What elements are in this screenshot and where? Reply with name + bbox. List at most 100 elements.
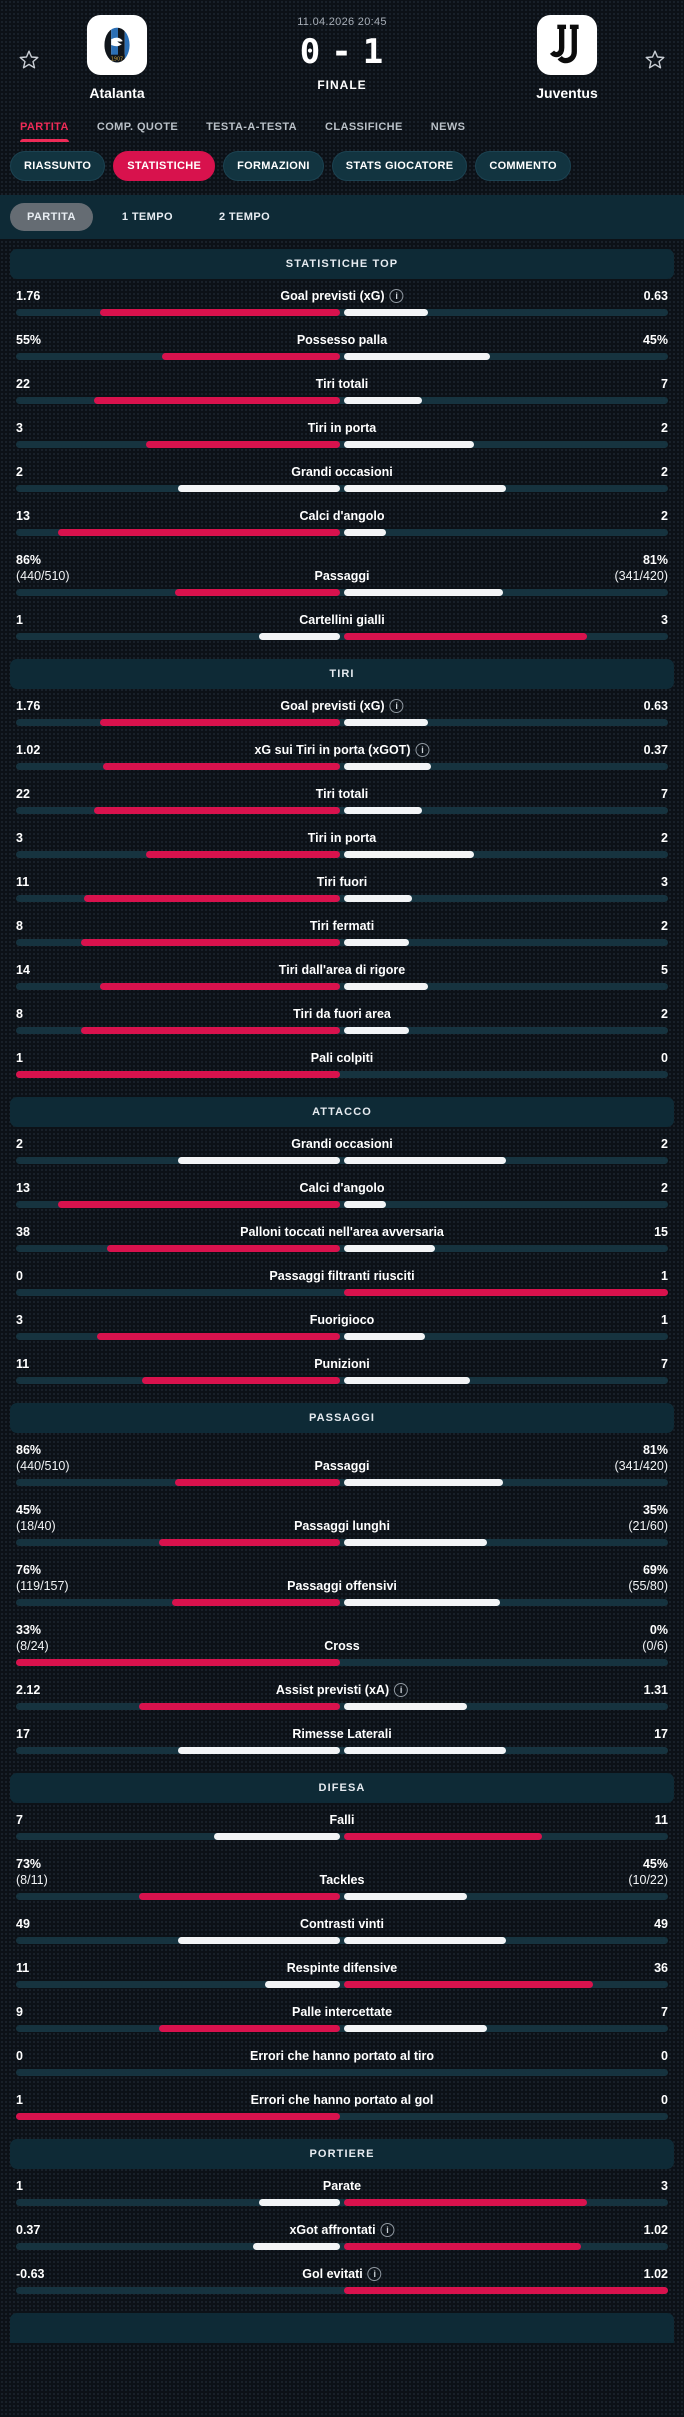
home-value: 3 [16,421,23,435]
stat-label: Goal previsti (xG) [280,289,385,303]
info-icon[interactable]: i [394,1683,409,1697]
info-icon[interactable]: i [415,743,430,757]
away-side-values: 7 [661,786,668,802]
stat-bar-track [16,2199,668,2206]
away-bar-fill [344,1937,506,1944]
stat-label: Parate [322,2179,362,2193]
home-bar-fill [16,1071,340,1078]
stat-row: 0 Errori che hanno portato al tiro 0 [0,2041,684,2085]
info-icon[interactable]: i [367,2267,382,2281]
stat-bar-track [16,1377,668,1384]
home-value: 55% [16,333,42,347]
home-value: 1 [16,2179,23,2193]
home-bar-fill [93,397,340,404]
subtab-formazioni[interactable]: FORMAZIONI [223,151,324,181]
away-value: 35% [642,1503,668,1517]
favorite-home-star-icon[interactable] [16,48,42,72]
subtab-riassunto[interactable]: RIASSUNTO [10,151,106,181]
subtab-stats-giocatore[interactable]: STATS GIOCATORE [331,151,468,181]
away-bar-fill [344,719,429,726]
stat-row: 1 Pali colpiti 0 [0,1043,684,1087]
tab-news[interactable]: NEWS [430,121,466,133]
favorite-away-star-icon[interactable] [642,48,668,72]
subtab-statistiche[interactable]: STATISTICHE [113,151,216,181]
stat-label-wrap: Tiri totali [316,376,369,392]
stat-row-top: 1.02 xG sui Tiri in porta (xGOT) i 0.37 [16,742,668,758]
home-value: 1 [16,2093,23,2107]
period-1-tempo[interactable]: 1 TEMPO [121,211,173,223]
stat-label-wrap: Errori che hanno portato al tiro [250,2048,434,2064]
home-bar-fill [58,529,340,536]
home-bar-fill [158,2025,340,2032]
stat-label: Rimesse Laterali [292,1727,392,1741]
away-value: 1.31 [643,1683,668,1697]
stat-row: 11 Tiri fuori 3 [0,867,684,911]
home-bar-fill [145,441,340,448]
home-team[interactable]: 1907 Atalanta [42,14,192,101]
stat-label-wrap: Contrasti vinti [300,1916,384,1932]
stat-row-top: 8 Tiri da fuori area 2 [16,1006,668,1022]
home-side-values: 0 [16,2048,23,2064]
stat-bar-track [16,939,668,946]
stat-row: 76% (119/157) Passaggi offensivi 69% (55/80) [0,1555,684,1615]
period-partita[interactable]: PARTITA [10,203,93,231]
home-side-values: 2 [16,1136,23,1152]
away-value: 3 [661,613,668,627]
stat-row-top: 0.37 xGot affrontati i 1.02 [16,2222,668,2238]
away-team[interactable]: Juventus [492,14,642,101]
stat-row: 3 Tiri in porta 2 [0,413,684,457]
info-icon[interactable]: i [389,699,404,713]
stat-row-top: 0 Errori che hanno portato al tiro 0 [16,2048,668,2064]
home-value: 76% [16,1563,42,1577]
stat-label: Gol evitati [302,2267,363,2281]
away-value: 0.37 [643,743,668,757]
info-icon[interactable]: i [380,2223,395,2237]
home-value: 1.76 [16,289,41,303]
stat-label: Goal previsti (xG) [280,699,385,713]
home-bar-fill [139,1893,340,1900]
away-bar-fill [344,1377,471,1384]
subtab-commento[interactable]: COMMENTO [475,151,571,181]
home-side-values: 86% (440/510) [16,552,70,584]
away-value: 7 [661,1357,668,1371]
away-score: 1 [362,32,385,72]
away-value: 2 [661,1007,668,1021]
away-side-values: 1.31 [644,1682,668,1698]
away-bar-fill [344,1981,594,1988]
away-subvalue: (10/22) [628,1873,668,1887]
stat-row-top: 2.12 Assist previsti (xA) i 1.31 [16,1682,668,1698]
away-bar-fill [344,1539,487,1546]
tab-classifiche[interactable]: CLASSIFICHE [325,121,403,133]
away-value: 1 [661,1269,668,1283]
home-side-values: 1.02 [16,742,40,758]
away-value: 7 [661,377,668,391]
svg-text:1907: 1907 [111,57,123,63]
stat-row: 73% (8/11) Tackles 45% (10/22) [0,1849,684,1909]
next-section-band [10,2313,674,2343]
home-side-values: 13 [16,508,30,524]
stat-row: 38 Palloni toccati nell'area avversaria 15 [0,1217,684,1261]
home-value: 11 [16,1961,30,1975]
tab-partita[interactable]: PARTITA [20,111,69,142]
stat-label: Tiri in porta [307,831,377,845]
home-side-values: 3 [16,420,23,436]
stat-label: Respinte difensive [286,1961,398,1975]
tab-comp-quote[interactable]: COMP. QUOTE [96,121,179,133]
stat-row: 9 Palle intercettate 7 [0,1997,684,2041]
period-2-tempo[interactable]: 2 TEMPO [218,211,271,223]
stat-row-top: 3 Fuorigioco 1 [16,1312,668,1328]
info-icon[interactable]: i [389,289,404,303]
stat-bar-track [16,309,668,316]
home-value: 38 [16,1225,30,1239]
home-side-values: -0.63 [16,2266,45,2282]
home-side-values: 1.76 [16,698,40,714]
stat-row: 45% (18/40) Passaggi lunghi 35% (21/60) [0,1495,684,1555]
stat-row: 33% (8/24) Cross 0% (0/6) [0,1615,684,1675]
stat-row-top: 76% (119/157) Passaggi offensivi 69% (55/80) [16,1562,668,1594]
stat-label-wrap: Passaggi lunghi [294,1518,390,1534]
away-value: 7 [661,2005,668,2019]
home-subvalue: (119/157) [16,1579,69,1593]
home-subvalue: (8/11) [16,1873,48,1887]
match-status: FINALE [317,78,367,92]
tab-testa-a-testa[interactable]: TESTA-A-TESTA [206,121,298,133]
